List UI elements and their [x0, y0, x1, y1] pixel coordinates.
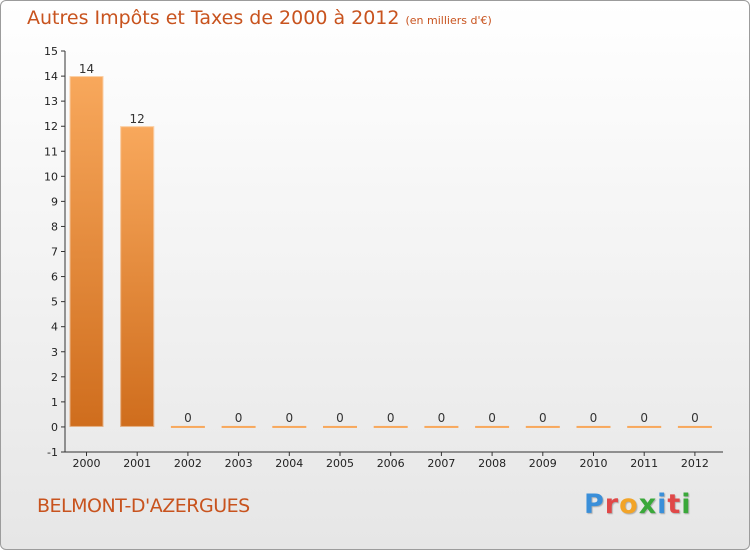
data-label: 0 — [336, 411, 344, 425]
data-label: 0 — [285, 411, 293, 425]
logo-letter: t — [667, 489, 682, 520]
bar — [69, 76, 104, 427]
x-tick-label: 2003 — [225, 457, 253, 470]
bar — [170, 425, 205, 428]
y-tick-label: 10 — [44, 170, 58, 183]
data-label: 0 — [691, 411, 699, 425]
bar — [525, 425, 560, 428]
x-tick-label: 2004 — [275, 457, 303, 470]
logo-letter: x — [638, 489, 658, 520]
logo-letter: r — [604, 489, 620, 520]
y-tick-label: 8 — [51, 220, 58, 233]
x-tick-label: 2011 — [630, 457, 658, 470]
logo-letter: o — [619, 489, 639, 520]
data-label: 0 — [235, 411, 243, 425]
y-tick-label: 7 — [51, 246, 58, 259]
x-tick-label: 2007 — [427, 457, 455, 470]
x-tick-label: 2001 — [123, 457, 151, 470]
logo-letter: i — [681, 489, 692, 520]
y-tick-label: 13 — [44, 95, 58, 108]
data-label: 0 — [640, 411, 648, 425]
logo-letter: P — [584, 489, 605, 520]
x-tick-label: 2010 — [580, 457, 608, 470]
bar — [323, 425, 357, 428]
y-tick-label: 11 — [44, 145, 58, 158]
y-tick-label: 1 — [51, 396, 58, 409]
y-tick-label: 9 — [51, 195, 58, 208]
bar — [120, 126, 155, 427]
x-tick-label: 2000 — [73, 457, 101, 470]
x-tick-label: 2012 — [681, 457, 709, 470]
data-label: 0 — [387, 411, 395, 425]
y-tick-label: 5 — [51, 296, 58, 309]
bar — [373, 425, 408, 428]
y-tick-label: 4 — [51, 321, 58, 334]
data-label: 0 — [488, 411, 496, 425]
x-tick-label: 2009 — [529, 457, 557, 470]
bars — [69, 76, 712, 428]
data-label: 0 — [438, 411, 446, 425]
data-label: 12 — [130, 112, 145, 126]
data-label: 0 — [539, 411, 547, 425]
data-labels: 14 12 0 0 0 0 0 0 0 0 0 0 0 — [79, 62, 699, 425]
y-tick-label: 14 — [44, 70, 58, 83]
bar — [221, 425, 256, 428]
x-tick-label: 2002 — [174, 457, 202, 470]
chart-title-text: Autres Impôts et Taxes de 2000 à 2012 — [27, 7, 400, 29]
y-tick-label: 2 — [51, 371, 58, 384]
chart-title: Autres Impôts et Taxes de 2000 à 2012 (en… — [27, 7, 492, 29]
x-tick-label: 2008 — [478, 457, 506, 470]
data-label: 0 — [184, 411, 192, 425]
x-tick-label: 2006 — [377, 457, 405, 470]
y-tick-label: 15 — [44, 45, 58, 58]
y-tick-label: 6 — [51, 271, 58, 284]
bar — [627, 425, 662, 428]
data-label: 0 — [590, 411, 598, 425]
y-tick-label: 3 — [51, 346, 58, 359]
bar — [475, 425, 510, 428]
bar — [677, 425, 712, 428]
bar-highlight — [120, 126, 155, 427]
y-tick-label: 12 — [44, 120, 58, 133]
commune-name: BELMONT-D'AZERGUES — [37, 495, 250, 517]
bar — [576, 425, 611, 428]
x-tick-label: 2005 — [326, 457, 354, 470]
bar-highlight — [69, 76, 104, 427]
bar — [424, 425, 459, 428]
y-tick-label: -1 — [47, 446, 58, 459]
chart-unit: (en milliers d'€) — [405, 14, 492, 27]
data-label: 14 — [79, 62, 94, 76]
proxiti-logo: Proxiti — [584, 489, 692, 520]
logo-letter: i — [657, 489, 668, 520]
y-tick-label: 0 — [51, 421, 58, 434]
bar — [272, 425, 307, 428]
